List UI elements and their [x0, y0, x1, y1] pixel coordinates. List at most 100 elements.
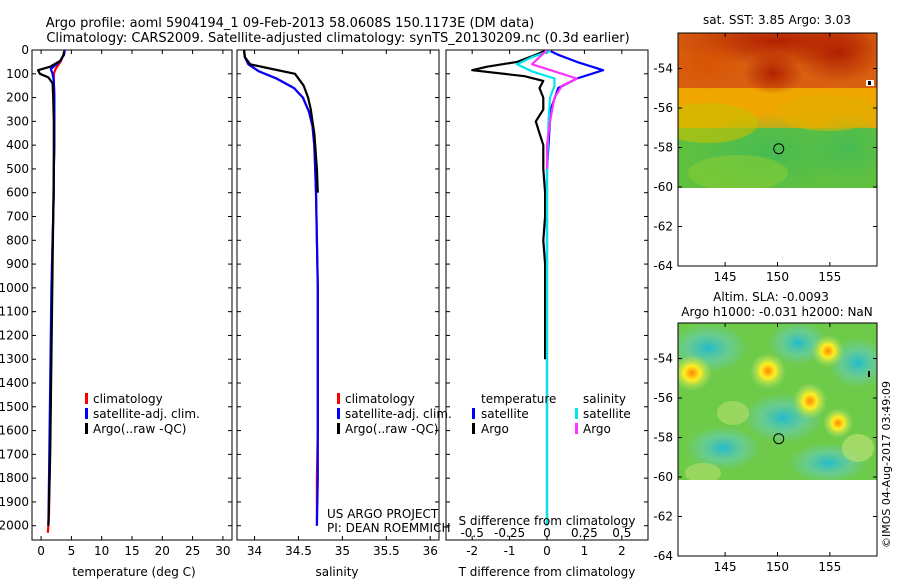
x2-tick-label: 0: [543, 526, 551, 540]
depth-tick-label: 200: [6, 91, 29, 105]
difference-plot: -2 -1 0 1 2 -0.5 -0.25 0 0.25 0.5: [446, 48, 648, 558]
depth-tick-label: 1400: [0, 376, 29, 390]
depth-tick-label: 900: [6, 257, 29, 271]
depth-tick-label: 0: [21, 43, 29, 57]
depth-tick-label: 1300: [0, 352, 29, 366]
imos-credit: ©IMOS 04-Aug-2017 03:49:09: [880, 381, 893, 548]
x-tick-label: 34: [247, 544, 262, 558]
depth-axis: 0 100 200 300 400 500 600 700 800 900 1000 1100 1200…: [0, 43, 29, 533]
map-y-tick-label: -58: [653, 431, 673, 445]
sst-map-nodata: [678, 188, 877, 266]
depth-tick-label: 100: [6, 67, 29, 81]
x-tick-label: 30: [215, 544, 230, 558]
map-y-tick-label: -54: [653, 62, 673, 76]
depth-tick-label: 1900: [0, 495, 29, 509]
series-climatology: [242, 49, 319, 526]
x-tick-label: -1: [504, 544, 516, 558]
map-y-tick-label: -54: [653, 352, 673, 366]
legend-swatch-climatology: [85, 393, 88, 404]
legend-label-climatology: climatology: [93, 392, 163, 406]
depth-tick-label: 1500: [0, 400, 29, 414]
temperature-plot: 0 5 10 15 20 25 30: [32, 49, 232, 558]
argo-float-marker: [773, 143, 785, 155]
depth-tick-label: 500: [6, 162, 29, 176]
sst-map-title: sat. SST: 3.85 Argo: 3.03: [703, 13, 851, 27]
series-satellite-adj-clim-: [242, 49, 319, 526]
sla-map: 145 150 155 -54 -56 -58 -60 -62 -64: [653, 322, 878, 574]
x2-tick-label: -0.25: [494, 526, 525, 540]
legend-swatch-satellite: [337, 408, 340, 419]
legend-swatch-climatology: [337, 393, 340, 404]
depth-tick-label: 1000: [0, 281, 29, 295]
temperature-panel-frame: [31, 49, 233, 541]
legend-swatch-s-argo: [575, 423, 578, 434]
x2-tick-label: 0.5: [612, 526, 631, 540]
sla-map-axes: 145 150 155 -54 -56 -58 -60 -62 -64: [653, 323, 877, 574]
salinity-legend: climatology satellite-adj. clim. Argo(..…: [337, 392, 452, 436]
x-tick-label: 0: [543, 544, 551, 558]
map-y-tick-label: -62: [653, 510, 673, 524]
depth-tick-label: 800: [6, 233, 29, 247]
project-name: US ARGO PROJECT: [327, 507, 439, 521]
salinity-plot: 34 34.5 35 35.5 36: [237, 49, 439, 558]
legend-label-argo: Argo(..raw -QC): [93, 422, 186, 436]
legend-swatch-t-satellite: [472, 408, 475, 419]
legend-swatch-satellite: [85, 408, 88, 419]
map-y-tick-label: -64: [653, 549, 673, 563]
difference-xlabel: T difference from climatology: [458, 565, 636, 579]
legend-label-t-satellite: satellite: [481, 407, 529, 421]
x2-tick-label: -0.5: [460, 526, 483, 540]
map-y-tick-label: -64: [653, 259, 673, 273]
map-y-tick-label: -62: [653, 220, 673, 234]
map-x-tick-label: 150: [766, 560, 789, 574]
sst-map-axes: 145 150 155 -54 -56 -58 -60 -62 -64: [653, 33, 877, 284]
x-tick-label: 2: [618, 544, 626, 558]
sla-map-title-line2: Argo h1000: -0.031 h2000: NaN: [681, 305, 873, 319]
legend-label-s-argo: Argo: [583, 422, 611, 436]
legend-title-salinity: salinity: [583, 392, 626, 406]
argo-float-marker: [773, 433, 785, 445]
map-y-tick-label: -56: [653, 391, 673, 405]
depth-tick-label: 700: [6, 210, 29, 224]
x-tick-label: 25: [185, 544, 200, 558]
depth-tick-label: 600: [6, 186, 29, 200]
legend-swatch-argo: [85, 423, 88, 434]
legend-label-satellite: satellite-adj. clim.: [93, 407, 200, 421]
legend-label-climatology: climatology: [345, 392, 415, 406]
legend-swatch-argo: [337, 423, 340, 434]
map-y-tick-label: -58: [653, 141, 673, 155]
map-x-tick-label: 155: [818, 270, 841, 284]
salinity-xlabel: salinity: [315, 565, 358, 579]
map-x-tick-label: 145: [714, 560, 737, 574]
depth-tick-label: 1600: [0, 424, 29, 438]
depth-tick-label: 1100: [0, 305, 29, 319]
series-satellite: [545, 50, 605, 526]
project-pi: PI: DEAN ROEMMICH: [327, 521, 450, 535]
sst-map: 145 150 155 -54 -56 -58 -60 -62 -64: [653, 32, 878, 284]
legend-swatch-s-satellite: [575, 408, 578, 419]
legend-label-argo: Argo(..raw -QC): [345, 422, 438, 436]
legend-title-temperature: temperature: [481, 392, 556, 406]
difference-x2label: S difference from climatology: [459, 514, 636, 528]
depth-tick-label: 1800: [0, 471, 29, 485]
map-y-tick-label: -60: [653, 180, 673, 194]
map-x-tick-label: 150: [766, 270, 789, 284]
x-tick-label: 36: [423, 544, 438, 558]
series-argo-raw-qc-: [242, 49, 319, 193]
figure-title-line2: Climatology: CARS2009. Satellite-adjuste…: [46, 31, 629, 46]
x-tick-label: -2: [466, 544, 478, 558]
legend-label-satellite: satellite-adj. clim.: [345, 407, 452, 421]
salinity-panel-frame: [236, 49, 440, 541]
map-x-tick-label: 145: [714, 270, 737, 284]
series-satellite: [515, 50, 556, 526]
x-tick-label: 15: [124, 544, 139, 558]
figure-title-line1: Argo profile: aoml 5904194_1 09-Feb-2013…: [46, 16, 535, 31]
series-argo-raw-qc-: [36, 51, 66, 526]
x-tick-label: 20: [155, 544, 170, 558]
depth-tick-label: 1700: [0, 447, 29, 461]
x-tick-label: 34.5: [285, 544, 312, 558]
x-tick-label: 10: [94, 544, 109, 558]
temperature-xlabel: temperature (deg C): [72, 565, 195, 579]
sla-map-title-line1: Altim. SLA: -0.0093: [713, 290, 829, 304]
